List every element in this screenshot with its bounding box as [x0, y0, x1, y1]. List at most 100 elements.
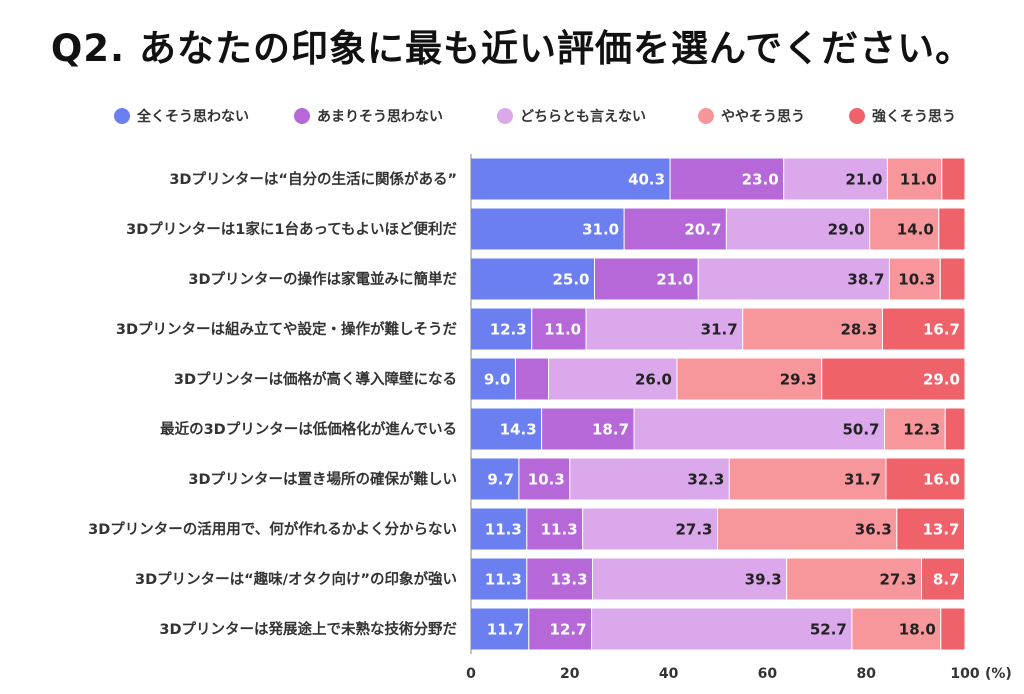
bar-segment [728, 457, 887, 501]
chart-title: Q2. あなたの印象に最も近い評価を選んでください。 [50, 27, 974, 70]
data-label: 31.7 [844, 471, 881, 489]
category-label: 3Dプリンターは“趣味/オタク向け”の印象が強い [135, 570, 457, 588]
data-label: 32.3 [687, 471, 724, 489]
data-label: 40.3 [628, 171, 665, 189]
legend-swatch [849, 108, 865, 124]
bar-segment [944, 407, 966, 451]
bar-segment [591, 607, 853, 651]
bar-segment [470, 607, 530, 651]
bar-segment [623, 207, 727, 251]
data-label: 10.3 [898, 271, 935, 289]
data-label: 11.0 [900, 171, 937, 189]
legend-swatch [497, 108, 513, 124]
x-unit-label: (%) [985, 666, 1012, 682]
legend-label: あまりそう思わない [317, 109, 443, 125]
legend-swatch [698, 108, 714, 124]
bar-segment [594, 257, 699, 301]
x-tick-label: 20 [560, 666, 580, 682]
legend-label: 全くそう思わない [136, 108, 249, 125]
data-label: 12.3 [903, 421, 940, 439]
data-label: 29.0 [828, 221, 865, 239]
data-label: 26.0 [635, 371, 672, 389]
data-label: 13.3 [551, 571, 588, 589]
data-label: 8.7 [933, 571, 960, 589]
category-label: 3Dプリンターは組み立てや設定・操作が難しそうだ [116, 320, 458, 338]
data-label: 11.0 [544, 321, 581, 339]
bar-segment [885, 457, 966, 501]
bar-segment [851, 607, 942, 651]
legend-label: どちらとも言えない [520, 108, 646, 125]
data-label: 38.7 [847, 271, 884, 289]
bar-segment [514, 357, 550, 401]
data-label: 21.0 [845, 171, 882, 189]
x-axis: 0 20 40 60 80 100 (%) [466, 154, 1012, 682]
x-tick-label: 40 [659, 666, 679, 682]
data-label: 11.3 [485, 521, 522, 539]
bar-segment [882, 307, 966, 351]
bar-segment [470, 357, 516, 401]
data-label: 52.7 [810, 621, 847, 639]
data-label: 11.3 [541, 521, 578, 539]
data-label: 12.7 [550, 621, 587, 639]
data-label: 50.7 [842, 421, 879, 439]
bar-segment [938, 207, 966, 251]
data-label: 20.7 [684, 221, 721, 239]
bar-segment [940, 607, 966, 651]
x-tick-label: 0 [466, 666, 476, 682]
category-label: 3Dプリンターは“自分の生活に関係がある” [169, 170, 457, 188]
bar-segment [585, 307, 744, 351]
bar-segment [633, 407, 885, 451]
data-label: 31.7 [701, 321, 738, 339]
data-label: 29.3 [780, 371, 817, 389]
x-tick-label: 60 [758, 666, 778, 682]
bar-segment [883, 407, 946, 451]
bar-segment [669, 157, 785, 201]
data-label: 11.3 [485, 571, 522, 589]
data-label: 11.7 [487, 621, 524, 639]
data-label: 13.7 [922, 521, 959, 539]
bar-segment [470, 457, 520, 501]
data-label: 9.0 [484, 371, 511, 389]
data-label: 16.0 [923, 471, 960, 489]
bar-segment [939, 257, 966, 301]
legend-label: ややそう思う [721, 109, 805, 125]
data-label: 31.0 [582, 221, 619, 239]
bar-segment [470, 407, 543, 451]
bar-segment [888, 257, 941, 301]
category-label: 3Dプリンターは置き場所の確保が難しい [188, 470, 457, 488]
bar-segment [886, 157, 943, 201]
bar-segment [548, 357, 678, 401]
data-label: 28.3 [840, 321, 877, 339]
bars: 40.3 23.0 21.0 11.0 31.0 20.7 29.0 14.0 25.0 21.0… [470, 157, 966, 651]
data-label: 21.0 [656, 271, 693, 289]
data-label: 18.7 [592, 421, 629, 439]
data-label: 23.0 [742, 171, 779, 189]
bar-segment [783, 157, 888, 201]
category-label: 3Dプリンターは価格が高く導入障壁になる [174, 370, 457, 388]
bar-segment [541, 407, 635, 451]
x-tick-label: 80 [856, 666, 876, 682]
category-label: 3Dプリンターの操作は家電並みに簡単だ [188, 270, 457, 288]
data-label: 12.3 [490, 321, 527, 339]
bar-segment [582, 507, 719, 551]
bar-segment [470, 507, 528, 551]
x-tick-label: 100 [950, 666, 979, 682]
bar-segment [526, 557, 594, 601]
data-label: 25.0 [552, 271, 589, 289]
data-label: 10.3 [528, 471, 565, 489]
bar-segment [592, 557, 788, 601]
data-label: 36.3 [855, 521, 892, 539]
bar-segment [821, 357, 966, 401]
legend: 全くそう思わない あまりそう思わない どちらとも言えない ややそう思う 強くそう思う [114, 108, 956, 125]
data-label: 27.3 [675, 521, 712, 539]
bar-segment [896, 507, 966, 551]
bar-segment [941, 157, 966, 201]
legend-swatch [294, 108, 310, 124]
bar-segment [697, 257, 890, 301]
bar-segment [676, 357, 823, 401]
legend-label: 強くそう思う [872, 108, 956, 125]
data-label: 14.0 [897, 221, 934, 239]
bar-segment [742, 307, 884, 351]
data-label: 16.7 [923, 321, 960, 339]
category-label: 最近の3Dプリンターは低価格化が進んでいる [160, 420, 457, 438]
